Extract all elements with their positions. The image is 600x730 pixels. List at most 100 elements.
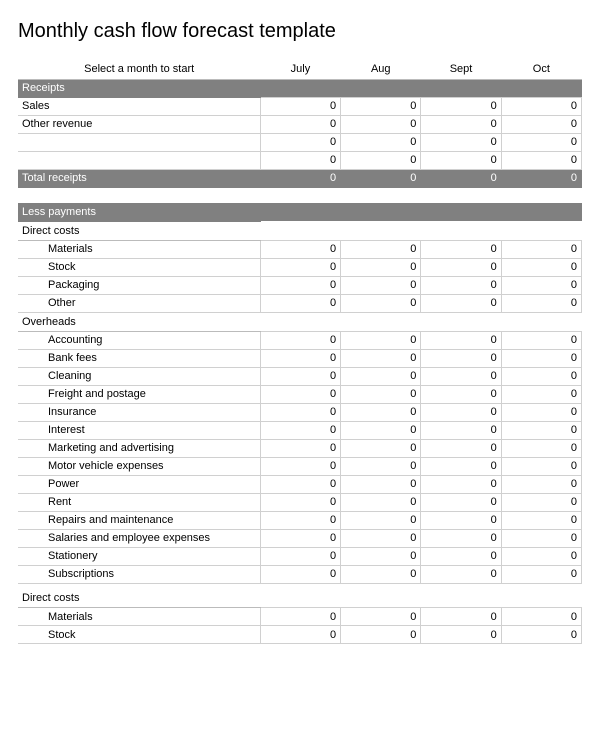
row-label: Packaging (18, 276, 260, 294)
row-label (18, 133, 260, 151)
cell: 0 (341, 565, 421, 583)
cell: 0 (260, 133, 340, 151)
table-row: Accounting0000 (18, 331, 582, 349)
cell: 0 (341, 349, 421, 367)
cell: 0 (421, 349, 501, 367)
table-row: Materials0000 (18, 240, 582, 258)
cell: 0 (341, 115, 421, 133)
heading-direct-costs-1: Direct costs (18, 221, 582, 240)
cell: 0 (260, 626, 340, 644)
table-row: Insurance0000 (18, 403, 582, 421)
direct-costs-title: Direct costs (18, 221, 260, 240)
cell: 0 (341, 475, 421, 493)
cell: 0 (501, 493, 581, 511)
cell: 0 (421, 608, 501, 626)
cashflow-table: Select a month to start July Aug Sept Oc… (18, 61, 582, 644)
cell: 0 (260, 403, 340, 421)
cell: 0 (260, 151, 340, 169)
row-label: Materials (18, 608, 260, 626)
month-col-1: Aug (341, 61, 421, 79)
cell: 0 (421, 385, 501, 403)
select-month-label: Select a month to start (18, 61, 260, 79)
table-row: Salaries and employee expenses0000 (18, 529, 582, 547)
cell: 0 (341, 97, 421, 115)
table-row: Motor vehicle expenses0000 (18, 457, 582, 475)
cell: 0 (341, 529, 421, 547)
cell: 0 (501, 258, 581, 276)
cell: 0 (260, 349, 340, 367)
table-row: Rent0000 (18, 493, 582, 511)
cell: 0 (501, 511, 581, 529)
cell: 0 (501, 403, 581, 421)
row-label: Bank fees (18, 349, 260, 367)
cell: 0 (341, 385, 421, 403)
cell: 0 (260, 457, 340, 475)
cell: 0 (260, 240, 340, 258)
cell: 0 (260, 115, 340, 133)
cell: 0 (501, 475, 581, 493)
cell: 0 (501, 367, 581, 385)
cell: 0 (341, 258, 421, 276)
row-label: Materials (18, 240, 260, 258)
table-row: Other revenue0000 (18, 115, 582, 133)
table-row: Power0000 (18, 475, 582, 493)
table-row: Cleaning0000 (18, 367, 582, 385)
row-label: Stock (18, 258, 260, 276)
cell: 0 (260, 169, 340, 187)
cell: 0 (501, 457, 581, 475)
cell: 0 (501, 97, 581, 115)
cell: 0 (501, 547, 581, 565)
cell: 0 (501, 151, 581, 169)
cell: 0 (501, 115, 581, 133)
cell: 0 (260, 439, 340, 457)
cell: 0 (341, 331, 421, 349)
cell: 0 (341, 151, 421, 169)
cell: 0 (260, 421, 340, 439)
row-label: Salaries and employee expenses (18, 529, 260, 547)
cell: 0 (341, 367, 421, 385)
row-label: Accounting (18, 331, 260, 349)
cell: 0 (421, 547, 501, 565)
cell: 0 (421, 258, 501, 276)
cell: 0 (260, 493, 340, 511)
cell: 0 (421, 115, 501, 133)
cell: 0 (341, 626, 421, 644)
cell: 0 (341, 240, 421, 258)
cell: 0 (260, 608, 340, 626)
row-label: Repairs and maintenance (18, 511, 260, 529)
row-label: Cleaning (18, 367, 260, 385)
row-label: Interest (18, 421, 260, 439)
cell: 0 (421, 367, 501, 385)
overheads-title: Overheads (18, 312, 260, 331)
table-row: 0000 (18, 151, 582, 169)
cell: 0 (421, 276, 501, 294)
cell: 0 (421, 475, 501, 493)
cell: 0 (421, 240, 501, 258)
cell: 0 (421, 133, 501, 151)
table-row: Other0000 (18, 294, 582, 312)
row-label: Sales (18, 97, 260, 115)
cell: 0 (501, 529, 581, 547)
direct-costs-2-title: Direct costs (18, 589, 260, 608)
cell: 0 (501, 349, 581, 367)
cell: 0 (341, 547, 421, 565)
cell: 0 (341, 439, 421, 457)
section-receipts: Receipts (18, 79, 582, 97)
cell: 0 (421, 511, 501, 529)
cell: 0 (501, 439, 581, 457)
total-receipts-label: Total receipts (18, 169, 260, 187)
cell: 0 (501, 294, 581, 312)
table-row: Stock0000 (18, 258, 582, 276)
table-row: Materials0000 (18, 608, 582, 626)
row-label: Power (18, 475, 260, 493)
row-label: Stationery (18, 547, 260, 565)
cell: 0 (501, 608, 581, 626)
cell: 0 (421, 151, 501, 169)
cell: 0 (421, 626, 501, 644)
table-row: Stationery0000 (18, 547, 582, 565)
cell: 0 (341, 276, 421, 294)
row-label: Freight and postage (18, 385, 260, 403)
cell: 0 (421, 439, 501, 457)
cell: 0 (421, 565, 501, 583)
table-row: Packaging0000 (18, 276, 582, 294)
